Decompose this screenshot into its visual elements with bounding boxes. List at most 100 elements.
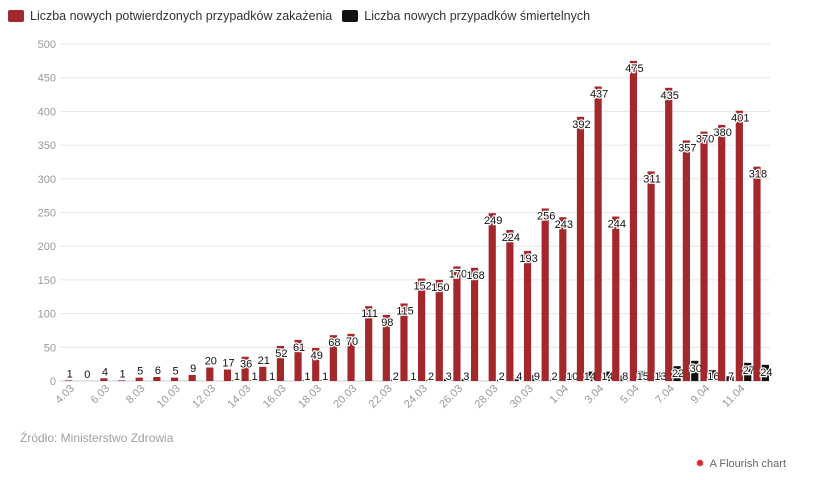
case-bar (382, 314, 390, 381)
case-data-label: 1 (120, 368, 126, 380)
case-data-label: 49 (311, 350, 323, 362)
case-data-label: 70 (346, 336, 358, 348)
case-data-label: 20 (205, 356, 217, 368)
case-bar (594, 86, 602, 381)
case-bar (735, 110, 743, 381)
x-tick-label: 5.04 (618, 383, 642, 407)
case-bar (665, 87, 673, 381)
flourish-credit[interactable]: ✹ A Flourish chart (695, 458, 786, 470)
death-data-label: 16 (707, 371, 719, 383)
case-data-label: 168 (466, 270, 484, 282)
death-bar (761, 364, 769, 381)
case-data-label: 150 (431, 282, 449, 294)
y-tick-label: 500 (38, 39, 56, 51)
death-data-label: 1 (304, 371, 310, 383)
case-data-label: 98 (381, 317, 393, 329)
case-data-label: 17 (222, 358, 234, 370)
death-data-label: 14 (584, 371, 596, 383)
death-data-label: 1 (322, 371, 328, 383)
case-bar (100, 378, 108, 381)
death-data-label: 30 (690, 363, 702, 375)
case-data-label: 111 (361, 308, 378, 320)
case-data-label: 115 (396, 305, 414, 317)
credit-text: A Flourish chart (709, 458, 786, 470)
death-data-label: 10 (566, 371, 578, 383)
x-tick-label: 11.04 (720, 383, 747, 410)
death-bar (691, 360, 699, 381)
x-tick-label: 14.03 (225, 383, 253, 411)
case-bar (188, 374, 196, 381)
case-data-label: 475 (625, 63, 643, 75)
legend-item-deaths[interactable]: Liczba nowych przypadków śmiertelnych (342, 9, 590, 23)
death-data-label: 27 (743, 365, 755, 377)
case-data-label: 68 (328, 337, 340, 349)
death-data-label: 4 (516, 371, 522, 383)
death-bar (655, 372, 664, 381)
case-bar (647, 171, 655, 381)
death-bar (426, 379, 434, 381)
case-bar (718, 124, 726, 381)
x-tick-label: 12.03 (190, 383, 218, 411)
x-tick-label: 30.03 (508, 383, 536, 411)
case-bar (135, 377, 143, 381)
case-bar (223, 369, 232, 381)
case-data-label: 380 (713, 127, 731, 139)
death-data-label: 22 (672, 368, 684, 380)
case-bar (206, 367, 214, 381)
case-data-label: 244 (608, 219, 626, 231)
death-bar (602, 371, 611, 381)
case-data-label: 435 (661, 90, 679, 102)
case-data-label: 437 (590, 88, 608, 100)
death-bar (249, 380, 258, 381)
death-bar (708, 370, 717, 381)
death-bar (444, 378, 452, 381)
case-data-label: 36 (240, 359, 252, 371)
case-bar (523, 250, 532, 381)
case-bar (347, 333, 355, 381)
flourish-burst-icon: ✹ (695, 457, 705, 470)
death-data-label: 2 (393, 371, 399, 383)
case-data-label: 401 (731, 113, 749, 125)
case-bar (559, 217, 567, 381)
case-bar (294, 339, 302, 381)
x-tick-label: 9.04 (689, 383, 713, 407)
y-tick-label: 450 (38, 73, 56, 85)
death-bar (744, 362, 752, 381)
death-data-label: 2 (499, 371, 505, 383)
death-data-label: 1 (269, 371, 275, 383)
case-data-label: 370 (696, 134, 714, 146)
death-data-label: 9 (534, 371, 540, 383)
case-data-label: 224 (502, 232, 520, 244)
x-tick-label: 1.04 (548, 383, 572, 407)
death-bar (391, 379, 399, 381)
y-tick-label: 150 (38, 275, 56, 287)
y-tick-label: 100 (38, 309, 56, 321)
death-bar (532, 374, 540, 381)
death-data-label: 13 (654, 371, 666, 383)
case-data-label: 311 (643, 173, 661, 185)
case-bar (506, 230, 514, 381)
case-bar (418, 278, 426, 381)
death-bar (585, 371, 593, 381)
legend-item-cases[interactable]: Liczba nowych potwierdzonych przypadków … (8, 9, 332, 23)
death-bar (514, 378, 522, 381)
x-tick-label: 10.03 (155, 383, 183, 411)
case-data-label: 1 (67, 368, 73, 380)
case-bar (700, 131, 708, 381)
y-tick-label: 250 (38, 208, 56, 220)
y-tick-label: 0 (50, 376, 56, 388)
case-bar (488, 213, 496, 381)
y-tick-label: 200 (38, 241, 56, 253)
legend-label-deaths: Liczba nowych przypadków śmiertelnych (364, 9, 591, 23)
y-tick-label: 50 (44, 342, 56, 354)
death-data-label: 3 (446, 371, 452, 383)
death-bar (320, 380, 328, 381)
x-tick-label: 26.03 (437, 383, 465, 411)
x-tick-label: 24.03 (402, 383, 430, 411)
case-bar (753, 166, 761, 381)
case-data-label: 193 (519, 253, 537, 265)
source-note: Źródło: Ministerstwo Zdrowia (20, 431, 174, 445)
legend: Liczba nowych potwierdzonych przypadków … (8, 6, 590, 26)
case-data-label: 243 (555, 219, 573, 231)
